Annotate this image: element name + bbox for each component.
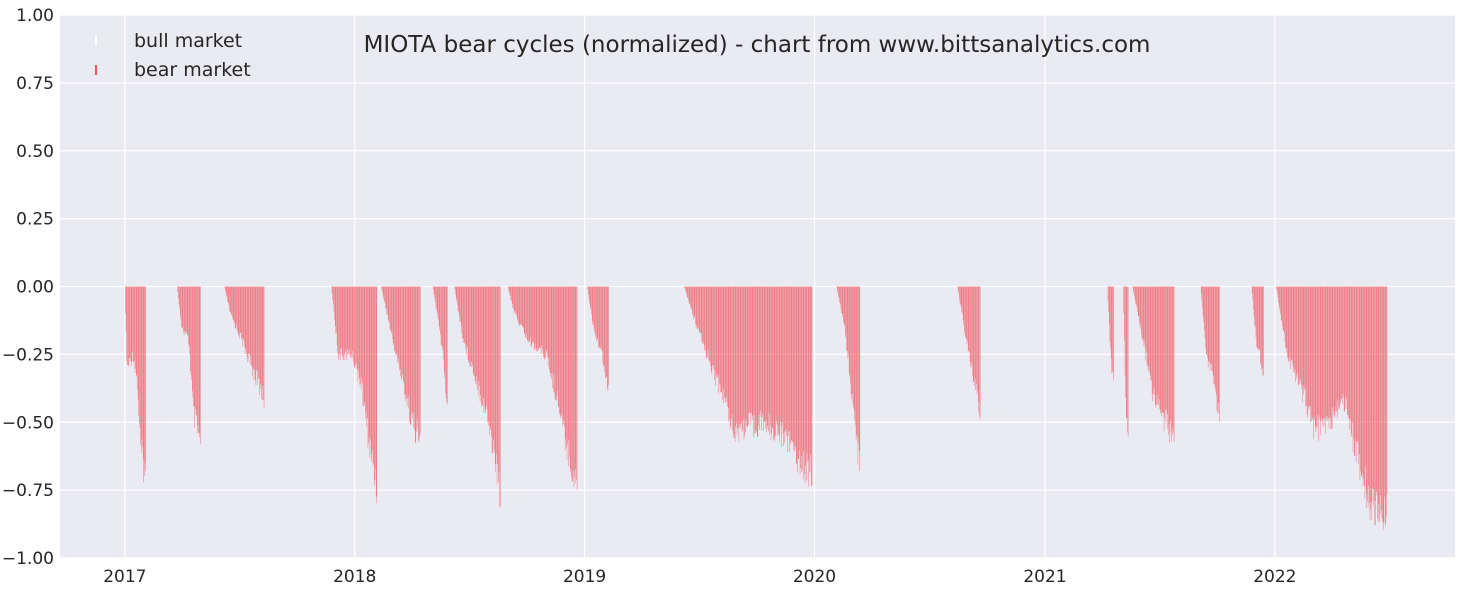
chart-title: MIOTA bear cycles (normalized) - chart f… (364, 32, 1151, 58)
legend-label-bear-market: bear market (134, 59, 251, 81)
legend-marker-bear-market (95, 65, 97, 75)
legend: bull market bear market (95, 30, 251, 81)
y-tick-label-0-50: 0.50 (16, 142, 54, 162)
legend-item-bull-market: bull market (95, 30, 242, 52)
x-tick-label-2019: 2019 (563, 567, 606, 587)
y-tick-label-0-75: −0.75 (2, 481, 54, 501)
x-tick-label-2022: 2022 (1253, 567, 1296, 587)
y-tick-label-0-75: 0.75 (16, 74, 54, 94)
x-axis-tick-labels: 2017 2018 2019 2020 2021 2022 (103, 567, 1296, 587)
bear-market-bars (124, 286, 1388, 530)
x-tick-label-2018: 2018 (333, 567, 376, 587)
y-tick-label-1-00: 1.00 (16, 6, 54, 26)
legend-item-bear-market: bear market (95, 59, 251, 81)
y-tick-label-0-25: −0.25 (2, 345, 54, 365)
y-axis-tick-labels: 1.00 0.75 0.50 0.25 0.00 −0.25 −0.50 −0.75 −1.00 (2, 6, 54, 569)
y-tick-label-1-00: −1.00 (2, 549, 54, 569)
legend-label-bull-market: bull market (134, 30, 242, 52)
x-tick-label-2017: 2017 (103, 567, 146, 587)
y-tick-label-0-00: 0.00 (16, 278, 54, 298)
y-tick-label-0-25: 0.25 (16, 210, 54, 230)
y-gridlines (60, 14, 1455, 559)
legend-marker-bull-market (95, 36, 97, 46)
x-tick-label-2021: 2021 (1023, 567, 1066, 587)
y-tick-label-0-50: −0.50 (2, 413, 54, 433)
x-tick-label-2020: 2020 (793, 567, 836, 587)
